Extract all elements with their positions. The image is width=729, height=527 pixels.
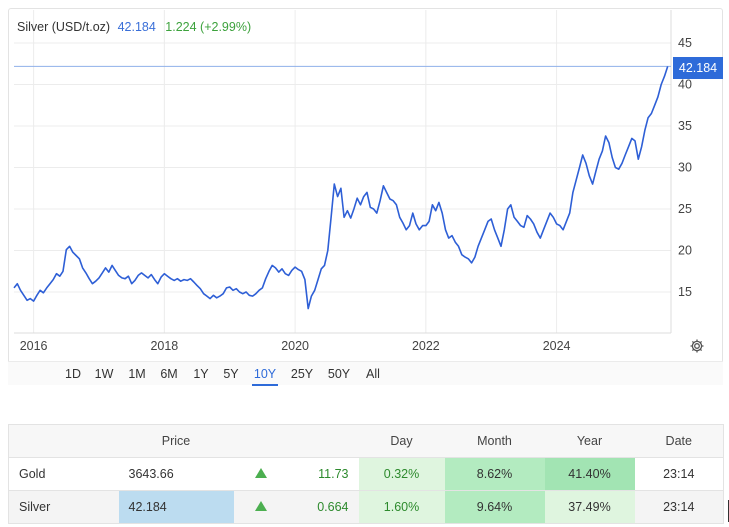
col-year-header[interactable]: Year	[544, 424, 635, 458]
row-year: 41.40%	[544, 457, 635, 491]
range-6m[interactable]: 6M	[160, 367, 178, 381]
x-tick-label: 2020	[281, 339, 309, 353]
range-1w[interactable]: 1W	[94, 367, 114, 381]
quotes-table: Price Day Month Year Date Gold 3643.66 1…	[8, 424, 724, 524]
y-tick-label: 45	[678, 36, 692, 50]
up-arrow-icon	[233, 490, 289, 524]
row-month: 9.64%	[444, 490, 545, 524]
row-date: 23:14	[634, 457, 724, 491]
series-line-silver	[13, 66, 669, 310]
chart-header: Silver (USD/t.oz) 42.184 1.224 (+2.99%)	[17, 20, 251, 34]
header-price: 42.184	[117, 20, 156, 34]
y-tick-label: 25	[678, 202, 692, 216]
col-arrow-header	[233, 424, 289, 458]
y-axis-ticks: 15 20 25 30 35 40 45	[678, 36, 692, 299]
col-change-header	[288, 424, 359, 458]
row-year: 37.49%	[544, 490, 635, 524]
range-1d[interactable]: 1D	[65, 367, 81, 381]
x-tick-label: 2022	[412, 339, 440, 353]
table-header-row: Price Day Month Year Date	[8, 424, 724, 458]
x-tick-label: 2024	[543, 339, 571, 353]
y-tick-label: 20	[678, 244, 692, 258]
y-tick-label: 15	[678, 285, 692, 299]
y-tick-label: 40	[678, 78, 692, 92]
range-1m[interactable]: 1M	[128, 367, 146, 381]
row-name[interactable]: Silver	[8, 490, 119, 524]
x-axis-ticks: 2016 2018 2020 2022 2024	[20, 339, 571, 353]
col-name-header	[8, 424, 119, 458]
range-5y[interactable]: 5Y	[223, 367, 239, 381]
row-day: 1.60%	[358, 490, 445, 524]
gear-icon[interactable]	[689, 338, 705, 354]
range-all[interactable]: All	[366, 367, 380, 381]
y-tick-label: 35	[678, 119, 692, 133]
table-row[interactable]: Gold 3643.66 11.73 0.32% 8.62% 41.40% 23…	[8, 457, 724, 491]
range-1y[interactable]: 1Y	[193, 367, 209, 381]
range-10y[interactable]: 10Y	[252, 364, 278, 386]
row-name[interactable]: Gold	[8, 457, 119, 491]
table-row[interactable]: Silver 42.184 0.664 1.60% 9.64% 37.49% 2…	[8, 490, 724, 524]
col-date-header[interactable]: Date	[634, 424, 724, 458]
row-change: 0.664	[288, 490, 359, 524]
range-50y[interactable]: 50Y	[327, 367, 351, 381]
row-change: 11.73	[288, 457, 359, 491]
x-tick-label: 2018	[150, 339, 178, 353]
range-25y[interactable]: 25Y	[290, 367, 314, 381]
last-price-badge: 42.184	[673, 57, 723, 79]
chart-grid	[14, 10, 672, 334]
row-month: 8.62%	[444, 457, 545, 491]
col-price-header: Price	[118, 424, 234, 458]
row-price: 3643.66	[118, 457, 234, 491]
range-selector: 1D 1W 1M 6M 1Y 5Y 10Y 25Y 50Y All	[8, 361, 723, 386]
row-day: 0.32%	[358, 457, 445, 491]
y-tick-label: 30	[678, 161, 692, 175]
header-change: 1.224 (+2.99%)	[165, 20, 252, 34]
price-chart[interactable]: 15 20 25 30 35 40 45 2016 2018 2020 2022 2024	[0, 0, 729, 390]
chart-series	[13, 66, 669, 310]
x-tick-label: 2016	[20, 339, 48, 353]
col-month-header[interactable]: Month	[444, 424, 545, 458]
row-date: 23:14	[634, 490, 724, 524]
instrument-name: Silver (USD/t.oz)	[17, 20, 111, 34]
up-arrow-icon	[233, 457, 289, 491]
col-day-header[interactable]: Day	[358, 424, 445, 458]
row-price: 42.184	[118, 490, 234, 524]
